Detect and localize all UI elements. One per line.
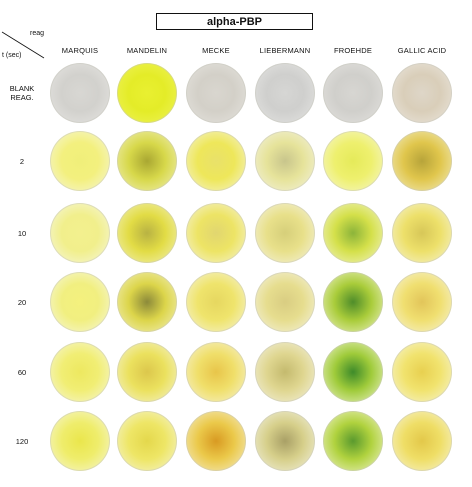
reaction-well-r5-c5 (392, 411, 452, 471)
reaction-well-r3-c0 (50, 272, 110, 332)
reaction-well-r2-c4 (323, 203, 383, 263)
reaction-well-r1-c5 (392, 131, 452, 191)
reaction-well-r4-c1 (117, 342, 177, 402)
reaction-well-r3-c5 (392, 272, 452, 332)
reaction-well-r1-c3 (255, 131, 315, 191)
diagonal-divider (1, 31, 45, 59)
row-header-4: 60 (17, 367, 27, 377)
figure-title: alpha-PBP (156, 13, 313, 30)
column-header-gallic-acid: GALLIC ACID (397, 46, 447, 55)
row-header-3: 20 (17, 297, 27, 307)
reaction-well-r5-c4 (323, 411, 383, 471)
reaction-well-r0-c2 (186, 63, 246, 123)
column-header-mandelin: MANDELIN (126, 46, 168, 55)
reaction-well-r2-c3 (255, 203, 315, 263)
reaction-well-r1-c0 (50, 131, 110, 191)
reaction-well-r2-c2 (186, 203, 246, 263)
reaction-well-r1-c4 (323, 131, 383, 191)
reaction-well-r4-c4 (323, 342, 383, 402)
row-header-1: 2 (19, 156, 25, 166)
reaction-well-r2-c0 (50, 203, 110, 263)
reaction-well-r5-c0 (50, 411, 110, 471)
reaction-well-r3-c4 (323, 272, 383, 332)
row-header-2: 10 (17, 228, 27, 238)
column-header-mecke: MECKE (202, 46, 230, 55)
reaction-well-r4-c2 (186, 342, 246, 402)
row-header-0: BLANK REAG. (9, 84, 35, 102)
reaction-well-r0-c5 (392, 63, 452, 123)
column-header-marquis: MARQUIS (61, 46, 99, 55)
reaction-well-r5-c2 (186, 411, 246, 471)
corner-reag-label: reag (30, 30, 45, 37)
reaction-well-r1-c1 (117, 131, 177, 191)
corner-time-label: t (sec) (2, 52, 22, 59)
reaction-well-r3-c2 (186, 272, 246, 332)
column-header-froehde: FROEHDE (333, 46, 373, 55)
reaction-well-r5-c3 (255, 411, 315, 471)
reaction-well-r1-c2 (186, 131, 246, 191)
reaction-well-r0-c1 (117, 63, 177, 123)
reaction-well-r3-c3 (255, 272, 315, 332)
reaction-well-r0-c0 (50, 63, 110, 123)
reaction-well-r4-c0 (50, 342, 110, 402)
reaction-well-r4-c3 (255, 342, 315, 402)
reaction-well-r2-c1 (117, 203, 177, 263)
corner-header: reag t (sec) (0, 28, 56, 68)
row-header-5: 120 (15, 436, 29, 446)
reaction-well-r5-c1 (117, 411, 177, 471)
reaction-well-r4-c5 (392, 342, 452, 402)
reaction-well-r2-c5 (392, 203, 452, 263)
reaction-well-r0-c4 (323, 63, 383, 123)
reaction-well-r3-c1 (117, 272, 177, 332)
reaction-well-r0-c3 (255, 63, 315, 123)
column-header-liebermann: LIEBERMANN (259, 46, 311, 55)
